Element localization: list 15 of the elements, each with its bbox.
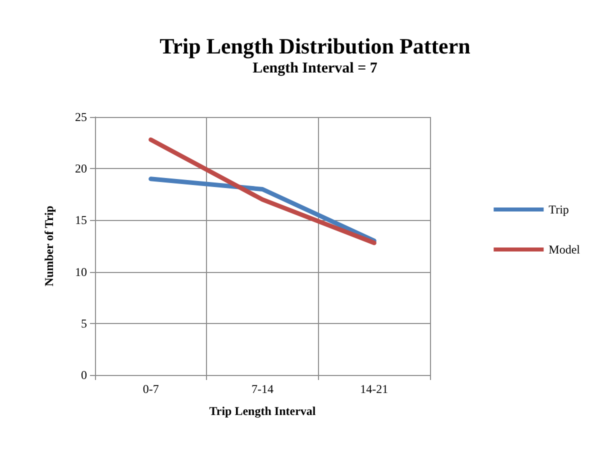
- chart-title: Trip Length Distribution Pattern: [160, 34, 470, 58]
- x-axis-title: Trip Length Interval: [209, 404, 316, 418]
- x-tick-label: 7-14: [252, 382, 274, 396]
- y-tick-label: 10: [75, 264, 87, 279]
- chart-subtitle: Length Interval = 7: [252, 60, 378, 76]
- y-tick-label: 5: [81, 316, 87, 330]
- x-tick-label: 14-21: [360, 382, 388, 396]
- x-tick-label: 0-7: [142, 382, 159, 396]
- legend-label: Model: [548, 242, 581, 256]
- y-tick-label: 15: [75, 213, 87, 228]
- legend-label: Trip: [548, 202, 569, 216]
- y-tick-label: 0: [81, 368, 87, 382]
- y-tick-label: 20: [75, 162, 87, 176]
- y-tick-label: 25: [75, 110, 87, 124]
- y-axis-title: Number of Trip: [42, 205, 56, 286]
